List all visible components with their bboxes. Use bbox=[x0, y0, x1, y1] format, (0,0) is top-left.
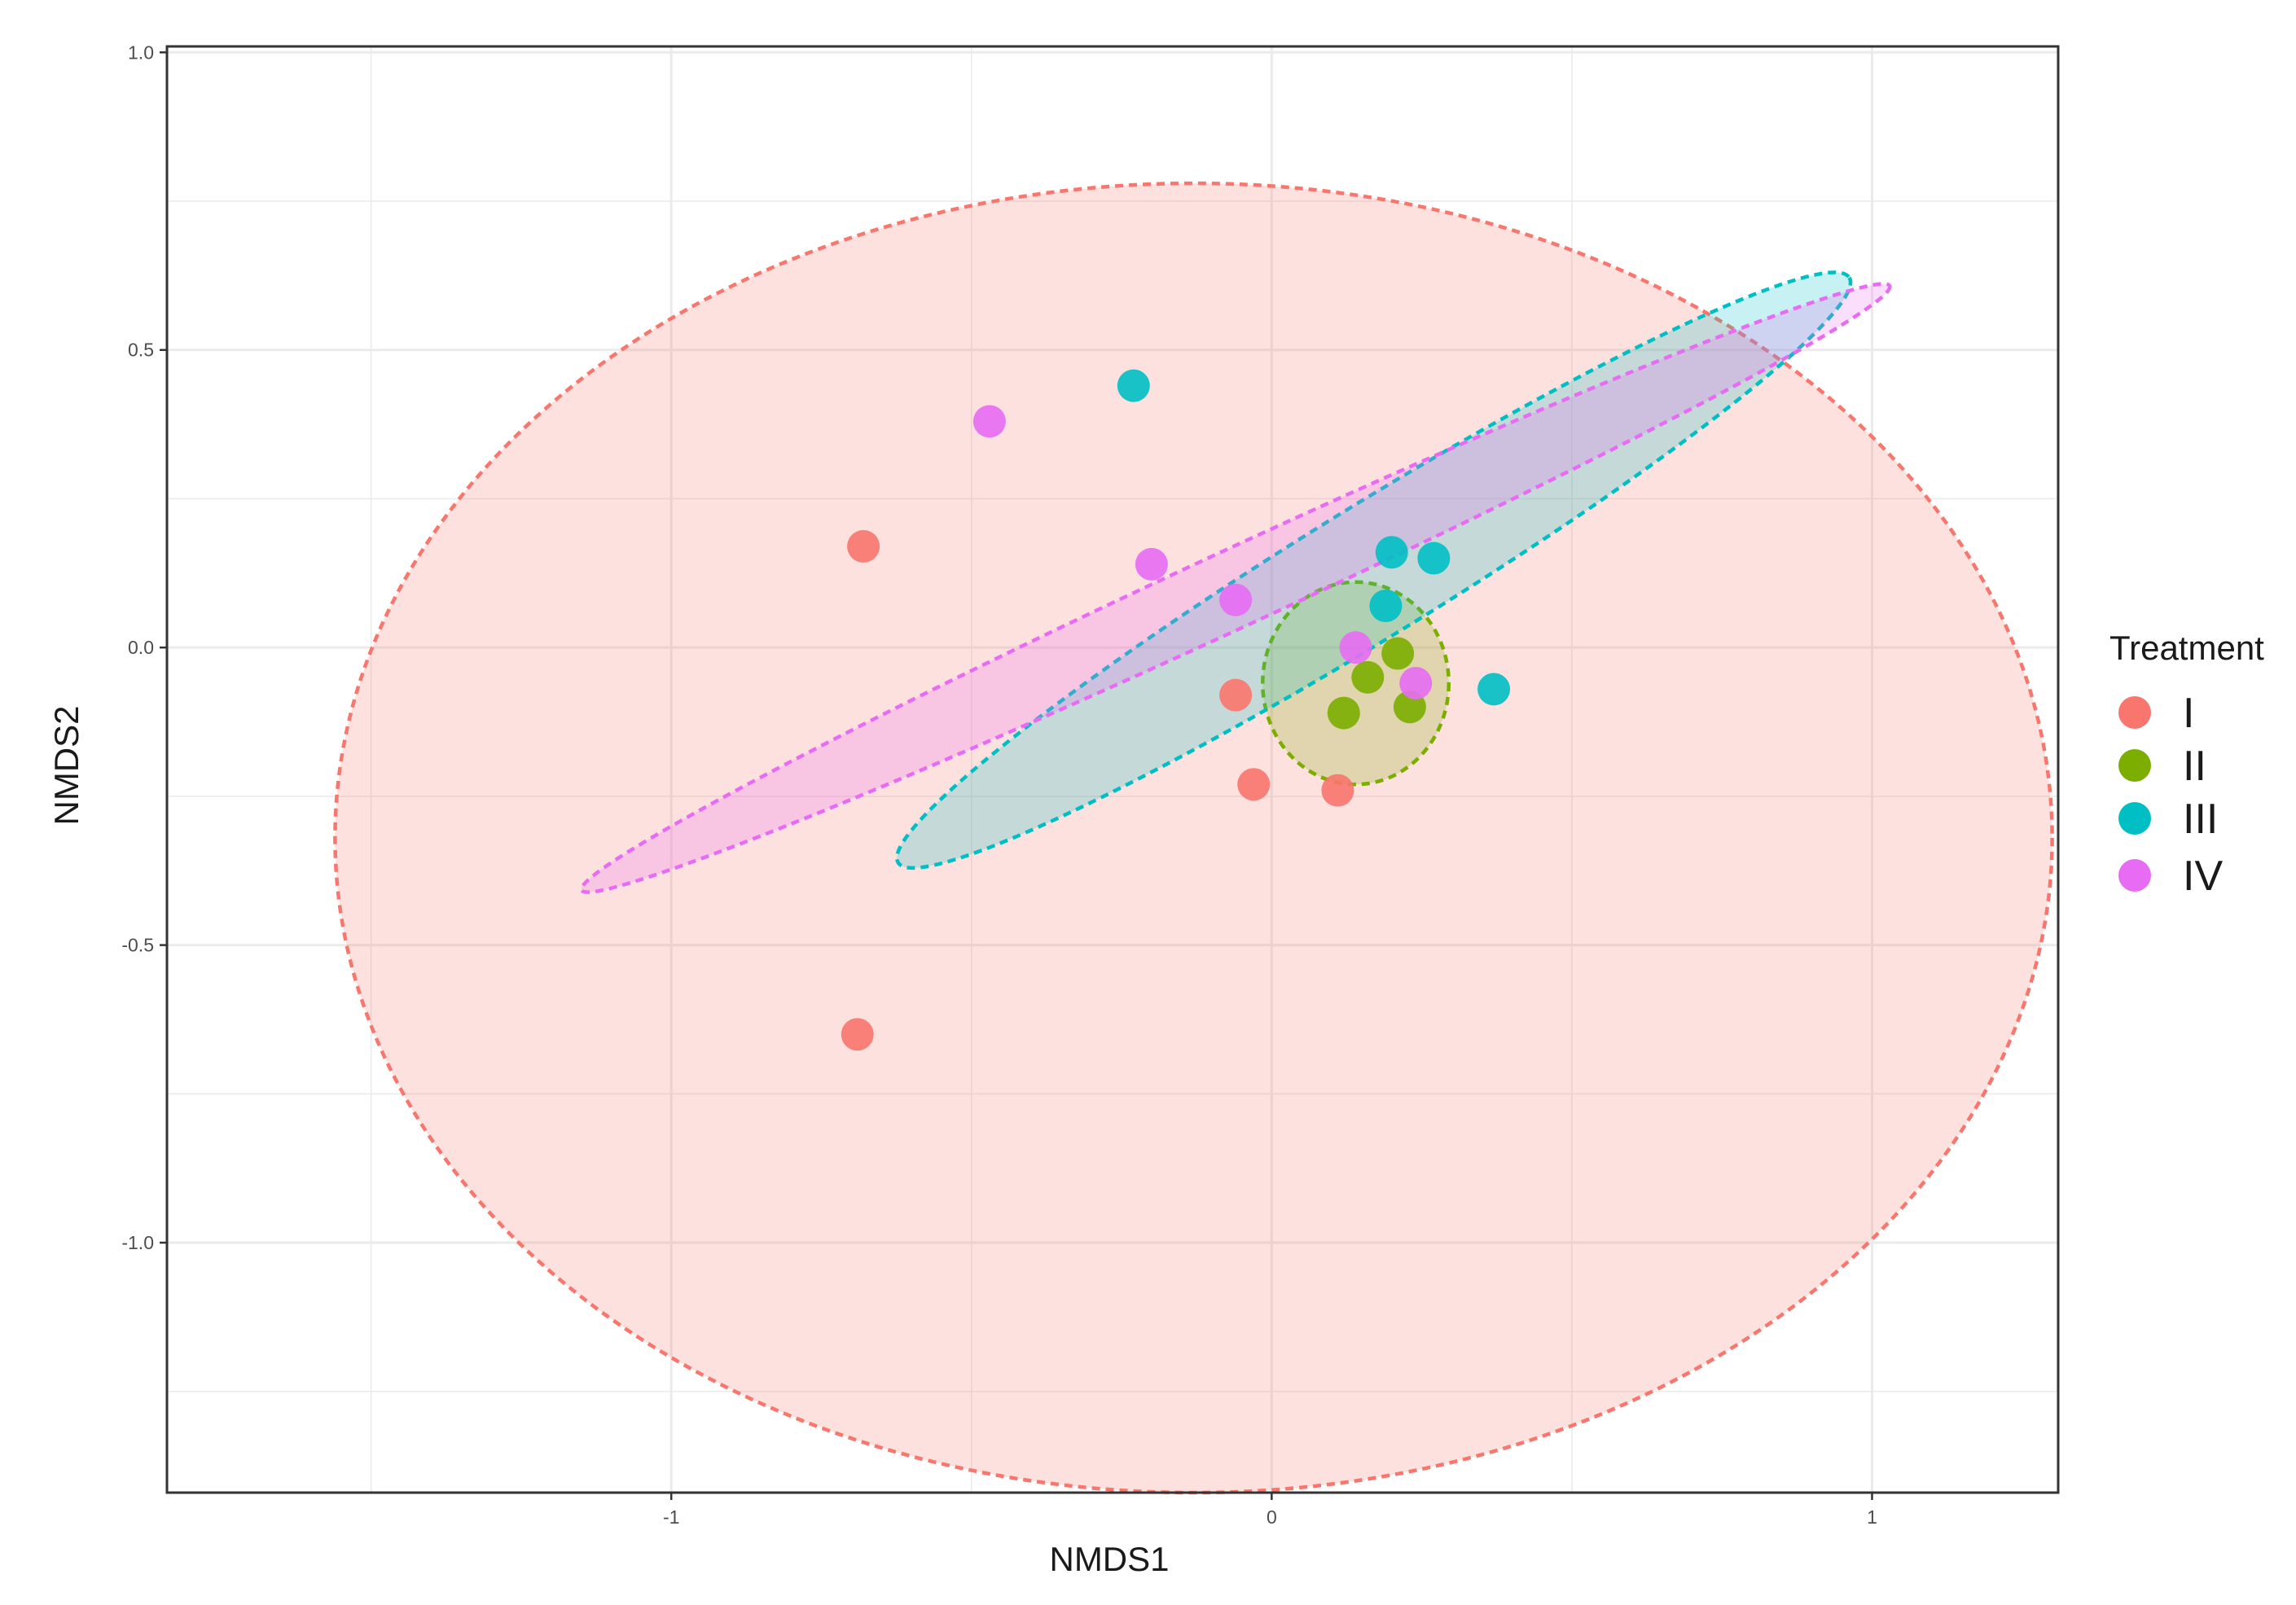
legend-key-II bbox=[2118, 749, 2151, 782]
legend-label-II: II bbox=[2183, 743, 2206, 790]
y-tick-label: -0.5 bbox=[121, 935, 154, 956]
point-IV-4 bbox=[1339, 631, 1372, 664]
legend-key-III bbox=[2118, 802, 2151, 835]
y-tick-label: 0.0 bbox=[128, 637, 154, 658]
point-I-1 bbox=[847, 529, 880, 563]
point-III-5 bbox=[1477, 673, 1511, 706]
point-I-5 bbox=[1321, 774, 1354, 807]
x-axis-title: NMDS1 bbox=[1049, 1540, 1169, 1578]
gridlines bbox=[167, 46, 2058, 1493]
y-axis-title: NMDS2 bbox=[47, 705, 86, 825]
legend-key-I bbox=[2118, 696, 2151, 729]
y-tick-label: 0.5 bbox=[128, 340, 154, 361]
legend-label-III: III bbox=[2183, 796, 2218, 843]
point-III-2 bbox=[1375, 536, 1408, 569]
legend-label-IV: IV bbox=[2183, 853, 2223, 900]
point-IV-1 bbox=[972, 405, 1006, 438]
ellipse-III bbox=[894, 270, 1853, 870]
legend-key-IV bbox=[2118, 859, 2151, 892]
point-I-2 bbox=[841, 1018, 874, 1051]
plot-panel-border bbox=[165, 45, 2060, 1494]
point-II-1 bbox=[1351, 660, 1385, 694]
y-tick-label: -1.0 bbox=[121, 1232, 154, 1253]
point-III-4 bbox=[1369, 590, 1403, 623]
x-tick-label: 0 bbox=[1267, 1506, 1277, 1528]
point-IV-5 bbox=[1399, 667, 1433, 700]
legend-label-I: I bbox=[2183, 690, 2194, 737]
point-I-4 bbox=[1237, 768, 1271, 801]
point-I-3 bbox=[1219, 678, 1253, 712]
axes: -1 0 1 1.0 0.5 0.0 -0.5 -1.0 bbox=[121, 42, 1877, 1528]
point-III-3 bbox=[1417, 542, 1451, 575]
x-tick-label: -1 bbox=[663, 1506, 679, 1528]
point-III-1 bbox=[1117, 369, 1150, 402]
y-tick-label: 1.0 bbox=[128, 42, 154, 63]
confidence-ellipses bbox=[333, 181, 2054, 1495]
point-II-3 bbox=[1327, 696, 1360, 730]
point-IV-3 bbox=[1219, 583, 1253, 616]
data-points bbox=[841, 369, 1511, 1051]
point-II-2 bbox=[1381, 637, 1415, 670]
ellipse-I bbox=[333, 181, 2054, 1495]
point-IV-2 bbox=[1135, 547, 1168, 581]
x-tick-label: 1 bbox=[1867, 1506, 1877, 1528]
legend-title: Treatment bbox=[2109, 629, 2264, 667]
